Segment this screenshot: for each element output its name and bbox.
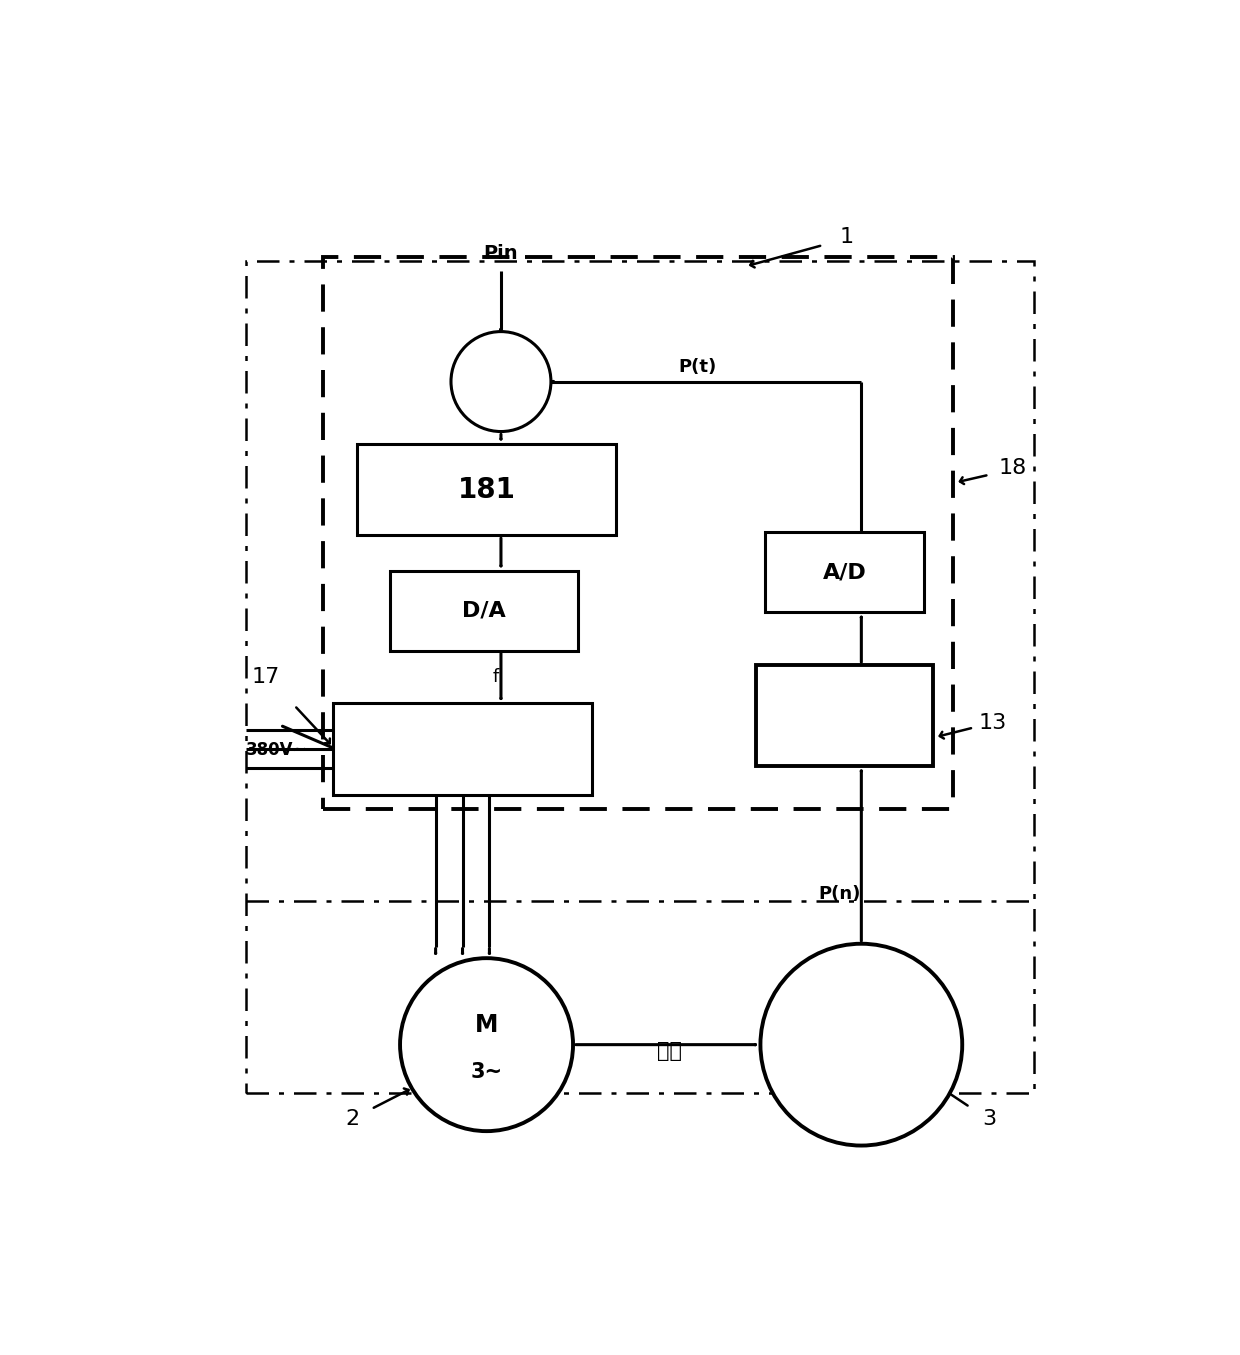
Text: 3~: 3~ xyxy=(470,1061,502,1081)
Text: 17: 17 xyxy=(252,667,280,687)
Text: A/D: A/D xyxy=(822,562,867,583)
Bar xyxy=(332,703,593,795)
Text: Pin: Pin xyxy=(484,244,518,263)
Bar xyxy=(755,665,934,766)
Circle shape xyxy=(760,943,962,1145)
Bar xyxy=(324,256,952,809)
Text: D/A: D/A xyxy=(463,600,506,621)
Text: 1: 1 xyxy=(839,228,854,248)
Bar xyxy=(391,570,578,650)
Circle shape xyxy=(451,332,551,431)
Text: 181: 181 xyxy=(458,476,516,504)
Text: 18: 18 xyxy=(999,458,1027,478)
Bar xyxy=(357,444,616,535)
Bar xyxy=(765,533,924,612)
Text: f: f xyxy=(494,668,500,686)
Text: 3: 3 xyxy=(982,1108,996,1129)
Text: P(t): P(t) xyxy=(678,358,717,377)
Bar xyxy=(247,262,1034,1092)
Text: 充气: 充气 xyxy=(657,1042,682,1061)
Text: P(n): P(n) xyxy=(818,885,861,902)
Text: M: M xyxy=(475,1014,498,1038)
Text: 380V~: 380V~ xyxy=(247,741,308,759)
Text: 13: 13 xyxy=(978,713,1007,733)
Circle shape xyxy=(401,958,573,1131)
Text: 2: 2 xyxy=(345,1108,360,1129)
